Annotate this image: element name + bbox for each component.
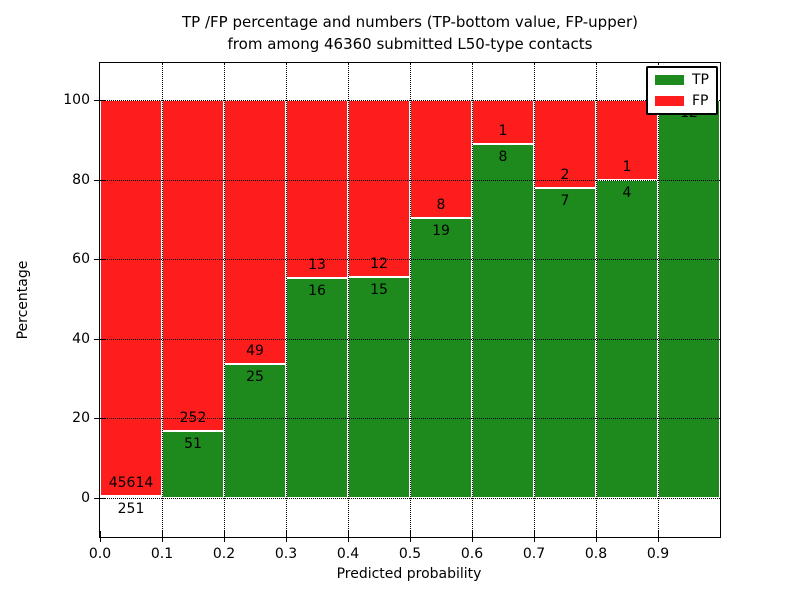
gridline-vertical [472,63,473,537]
bar-segment-tp [348,276,410,498]
bar-segment-tp [596,179,658,498]
fp-count-label: 2 [560,167,570,184]
legend-label-tp: TP [692,72,709,88]
x-tick-label: 0.7 [522,546,546,562]
bar-segment-fp [162,100,224,431]
bar-segment-tp [162,431,224,498]
x-tick-label: 0.0 [88,546,112,562]
x-tick-label: 0.8 [584,546,608,562]
gridline-vertical [224,63,225,537]
gridline-vertical [658,63,659,537]
bar-segment-tp [286,278,348,498]
fp-count-label: 13 [308,257,326,274]
legend-entry-fp: FP [655,93,709,109]
tp-count-label: 25 [246,368,264,385]
y-tick-mark [94,259,105,261]
bar-segment-fp [100,100,162,496]
y-axis-label: Percentage [15,260,31,340]
x-tick-label: 0.3 [274,546,298,562]
legend: TP FP [646,66,718,115]
gridline-vertical [596,63,597,537]
bar-segment-tp [100,495,162,498]
y-tick-label: 0 [81,490,90,506]
tp-count-label: 15 [370,281,388,298]
x-tick-mark [100,531,101,542]
gridline-vertical [286,63,287,537]
y-tick-label: 100 [63,92,90,108]
bar-segment-tp [658,100,720,498]
bar-segment-tp [472,144,534,498]
fp-count-label: 1 [622,158,632,175]
y-tick-mark [94,179,105,181]
chart-title-line1: TP /FP percentage and numbers (TP-bottom… [182,13,638,31]
tp-count-label: 16 [308,283,326,300]
tp-count-label: 7 [560,193,570,210]
x-axis-label: Predicted probability [336,566,482,582]
gridline-vertical [410,63,411,537]
tp-count-label: 251 [117,500,145,517]
gridline-vertical [162,63,163,537]
y-tick-label: 60 [72,251,90,268]
legend-label-fp: FP [692,93,709,109]
y-tick-label: 40 [72,330,90,347]
y-tick-mark [94,498,105,499]
fp-count-label: 49 [246,342,264,359]
x-tick-label: 0.9 [646,546,670,562]
tp-count-label: 19 [432,222,450,239]
tp-count-label: 4 [622,184,632,201]
fp-count-label: 252 [179,410,207,426]
x-tick-label: 0.2 [212,546,236,562]
y-tick-mark [94,418,105,420]
bar-segment-fp [348,100,410,277]
chart-title-line2: from among 46360 submitted L50-type cont… [227,35,593,53]
fp-count-label: 8 [436,196,446,213]
y-tick-mark [94,338,105,340]
x-tick-label: 0.6 [460,546,484,562]
y-tick-mark [94,100,105,101]
plot-area: TP FP 45614 251 252 51 49 25 13 16 12 15 8 19 1 8 2 7 1 4… [99,62,721,538]
x-tick-label: 0.5 [398,546,422,562]
y-tick-label: 80 [72,171,90,188]
gridline-vertical [534,63,535,537]
bar-segment-tp [534,188,596,498]
x-tick-label: 0.1 [150,546,174,562]
bar-segment-fp [410,100,472,218]
x-tick-label: 0.4 [336,546,360,562]
bar-segment-fp [286,100,348,279]
legend-entry-tp: TP [655,72,709,88]
bar-segment-fp [224,100,286,364]
tp-count-label: 8 [498,149,508,166]
y-tick-label: 20 [72,410,90,427]
fp-count-label: 12 [370,255,388,272]
fp-color-swatch [655,96,684,106]
fp-count-label: 45614 [108,474,154,491]
chart-title: TP /FP percentage and numbers (TP-bottom… [90,11,730,55]
gridline-vertical [348,63,349,537]
tp-color-swatch [655,75,684,85]
fp-count-label: 1 [498,123,508,140]
tp-count-label: 51 [184,436,202,452]
